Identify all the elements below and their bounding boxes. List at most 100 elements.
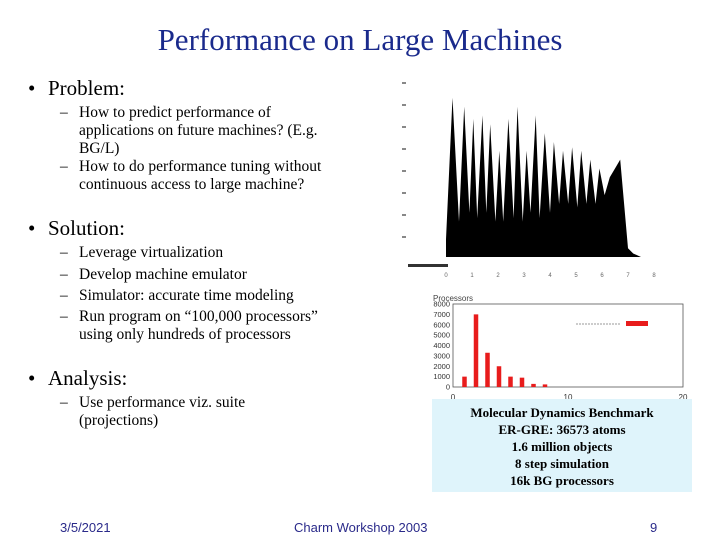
util-baseline-mark [439, 264, 440, 267]
util-baseline-mark [433, 264, 434, 267]
y-tick-mark [402, 236, 406, 238]
util-baseline-mark [427, 264, 428, 267]
util-baseline-mark [435, 264, 436, 267]
bullet-analysis: • Analysis: [28, 366, 127, 391]
x-tick-label: 3 [522, 273, 526, 279]
dash-icon: – [60, 266, 68, 283]
bullet-label: Solution: [48, 216, 126, 240]
y-tick-label: 0 [446, 383, 450, 392]
util-baseline-mark [425, 264, 426, 267]
dash-icon: – [60, 308, 68, 325]
bullet-dot-icon: • [28, 366, 36, 390]
sub-item-text: How to do performance tuning without con… [79, 158, 322, 193]
y-axis-label: Processors [433, 294, 473, 303]
bullet-dot-icon: • [28, 76, 36, 100]
sub-item-text: Run program on “100,000 processors” usin… [79, 308, 318, 343]
util-baseline-mark [440, 264, 441, 267]
dash-icon: – [60, 287, 68, 304]
util-baseline-mark [431, 264, 432, 267]
page-number: 9 [650, 520, 658, 535]
util-baseline-mark [416, 264, 417, 267]
sub-item: – Simulator: accurate time modeling [60, 287, 360, 305]
util-baseline-mark [441, 264, 442, 267]
caption-line: 1.6 million objects [511, 439, 613, 454]
y-tick-label: 8000 [433, 300, 450, 309]
util-baseline-mark [426, 264, 427, 267]
util-baseline-mark [417, 264, 418, 267]
util-baseline-mark [434, 264, 435, 267]
processor-bar [496, 366, 502, 387]
util-baseline-mark [444, 264, 445, 267]
sub-item-text: How to predict performance of applicatio… [79, 104, 318, 157]
util-baseline-mark [442, 264, 443, 267]
x-tick-label: 7 [626, 273, 630, 279]
dash-icon: – [60, 104, 68, 121]
util-baseline-mark [423, 264, 424, 267]
util-baseline-mark [446, 264, 447, 267]
caption-line: ER-GRE: 36573 atoms [498, 422, 626, 437]
bullet-problem: • Problem: [28, 76, 125, 101]
bullet-label: Analysis: [48, 366, 128, 390]
util-baseline-mark [421, 264, 422, 267]
processor-bar [462, 376, 467, 387]
sub-item: – How to predict performance of applicat… [60, 104, 345, 158]
util-baseline-mark [438, 264, 439, 267]
util-baseline-mark [412, 264, 413, 267]
util-baseline-mark [415, 264, 416, 267]
util-baseline-mark [424, 264, 425, 267]
util-baseline-mark [436, 264, 437, 267]
sub-item-text: Simulator: accurate time modeling [79, 287, 294, 304]
x-tick-label: 0 [444, 273, 448, 279]
dash-icon: – [60, 394, 68, 411]
processor-bar [473, 314, 479, 387]
y-tick-label: 5000 [433, 331, 450, 340]
util-baseline-mark [414, 264, 415, 267]
x-tick-label: 0 [451, 393, 456, 402]
y-tick-mark [402, 104, 406, 106]
x-tick-label: 4 [548, 273, 552, 279]
util-baseline-mark [408, 264, 409, 267]
util-baseline-mark [420, 264, 421, 267]
util-baseline-mark [430, 264, 431, 267]
util-baseline-mark [447, 264, 448, 267]
bullet-dot-icon: • [28, 216, 36, 240]
footer-center: Charm Workshop 2003 [294, 520, 428, 535]
util-baseline-mark [411, 264, 412, 267]
util-baseline-mark [432, 264, 433, 267]
caption-line: 16k BG processors [510, 473, 614, 488]
util-baseline-mark [445, 264, 446, 267]
util-baseline-mark [443, 264, 444, 267]
util-baseline-mark [429, 264, 430, 267]
utilization-chart: 0 1 2 3 4 5 6 7 8 [402, 82, 656, 279]
processor-bar [485, 352, 490, 387]
slide-title: Performance on Large Machines [157, 22, 563, 57]
y-tick-label: 1000 [433, 372, 450, 381]
footer-date: 3/5/2021 [60, 520, 111, 535]
x-tick-label: 5 [574, 273, 578, 279]
sub-item: – Run program on “100,000 processors” us… [60, 308, 345, 344]
y-tick-mark [402, 82, 406, 84]
sub-item-text: Use performance viz. suite (projections) [79, 394, 246, 429]
x-tick-label: 2 [496, 273, 500, 279]
x-tick-label: 1 [470, 273, 474, 279]
util-baseline-mark [428, 264, 429, 267]
y-tick-mark [402, 192, 406, 194]
y-tick-mark [402, 126, 406, 128]
processor-bar [542, 384, 548, 387]
y-tick-label: 6000 [433, 320, 450, 329]
x-tick-label: 20 [679, 393, 688, 402]
y-tick-label: 7000 [433, 310, 450, 319]
util-baseline-mark [437, 264, 438, 267]
util-baseline-mark [419, 264, 420, 267]
processor-bar [519, 377, 525, 387]
y-tick-mark [402, 214, 406, 216]
processor-bar [508, 376, 513, 387]
legend-swatch [626, 321, 648, 326]
util-baseline-mark [413, 264, 414, 267]
processor-bar [531, 383, 536, 387]
sub-item: – How to do performance tuning without c… [60, 158, 345, 194]
util-baseline-mark [409, 264, 410, 267]
dash-icon: – [60, 158, 68, 175]
sub-item: – Leverage virtualization [60, 244, 360, 262]
